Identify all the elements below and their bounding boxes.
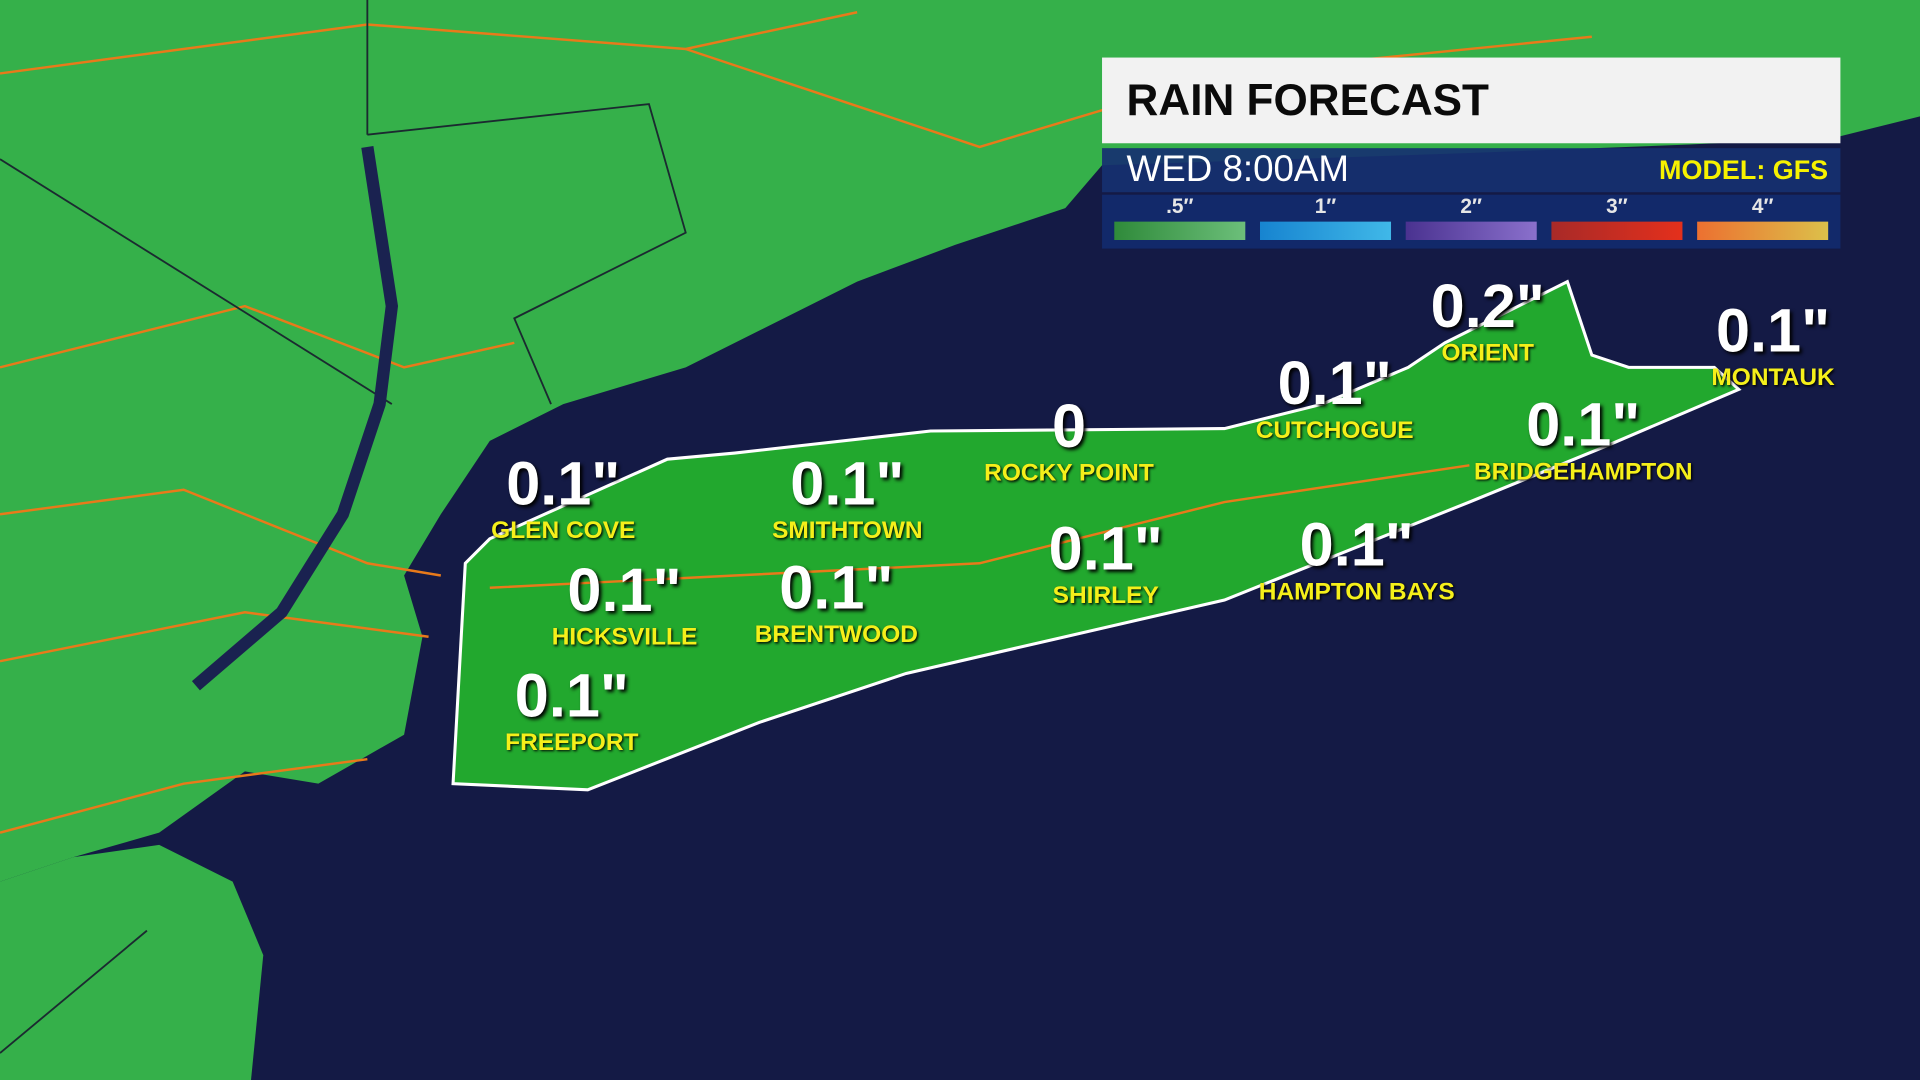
rain-total-value: 0.1" — [506, 449, 621, 518]
rain-total-value: 0.1" — [1526, 390, 1641, 460]
location-name: CUTCHOGUE — [1255, 416, 1414, 444]
legend-label: 1″ — [1314, 194, 1337, 218]
rain-total-value: 0.1" — [1715, 296, 1831, 365]
rain-total-value: 0.1" — [514, 661, 629, 730]
legend-swatch — [1405, 221, 1537, 241]
legend-swatch — [1114, 221, 1246, 241]
long-island — [451, 279, 1742, 792]
legend-swatch — [1697, 221, 1829, 241]
legend-label: 2″ — [1460, 194, 1482, 218]
legend-label: 3″ — [1606, 194, 1628, 218]
location-name: HICKSVILLE — [551, 623, 698, 651]
legend-swatch — [1260, 221, 1392, 241]
forecast-info-bar: WED 8:00AM MODEL: GFS — [1102, 148, 1841, 193]
location-name: HAMPTON BAYS — [1258, 578, 1455, 606]
legend-swatch — [1551, 221, 1683, 241]
legend-label: .5″ — [1166, 194, 1194, 218]
rain-total-value: 0.1" — [790, 449, 905, 518]
location-name: FREEPORT — [505, 729, 639, 757]
rain-total-value: 0.2" — [1430, 271, 1545, 341]
location-name: SHIRLEY — [1052, 582, 1159, 610]
location-name: SMITHTOWN — [772, 517, 923, 545]
borders — [0, 0, 687, 1054]
legend-item: .5″ — [1114, 194, 1246, 249]
rain-total-value: 0.1" — [567, 555, 682, 625]
legend-item: 1″ — [1260, 194, 1392, 249]
location-name: ROCKY POINT — [984, 459, 1154, 487]
rain-total-value: 0.1" — [1048, 514, 1163, 583]
location-name: BRENTWOOD — [754, 621, 918, 649]
location-name: BRIDGEHAMPTON — [1473, 458, 1693, 486]
forecast-panel: RAIN FORECAST WED 8:00AM MODEL: GFS .5″ … — [1102, 57, 1841, 249]
legend-item: 3″ — [1551, 194, 1683, 249]
forecast-model: MODEL: GFS — [1659, 154, 1829, 185]
hudson-river — [191, 146, 399, 691]
new-jersey-shore — [0, 844, 264, 1080]
rain-total-value: 0 — [1051, 391, 1087, 461]
location-name: MONTAUK — [1711, 364, 1835, 392]
legend-label: 4″ — [1751, 194, 1774, 218]
mainland — [0, 0, 1920, 882]
location-name: GLEN COVE — [491, 517, 636, 545]
forecast-time: WED 8:00AM — [1126, 149, 1350, 190]
rain-total-value: 0.1" — [1299, 510, 1414, 580]
location-name: ORIENT — [1441, 339, 1535, 367]
rain-legend: .5″ 1″ 2″ 3″ 4″ — [1102, 194, 1841, 249]
forecast-title: RAIN FORECAST — [1102, 57, 1841, 144]
legend-item: 2″ — [1405, 194, 1537, 249]
rain-total-value: 0.1" — [779, 553, 894, 623]
rain-total-value: 0.1" — [1277, 348, 1392, 418]
legend-item: 4″ — [1697, 194, 1829, 249]
